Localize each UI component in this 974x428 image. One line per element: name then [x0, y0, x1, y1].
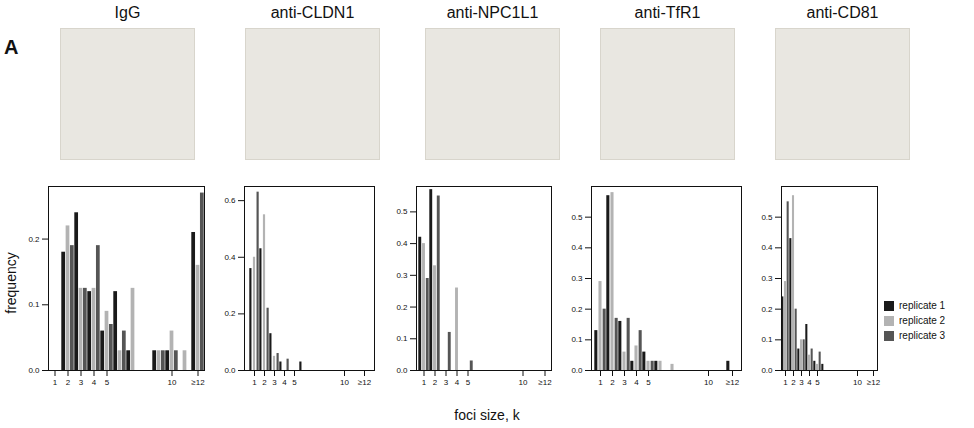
svg-text:0.2: 0.2 — [761, 305, 773, 314]
svg-text:5: 5 — [292, 378, 297, 387]
svg-text:4: 4 — [807, 378, 812, 387]
svg-text:0.0: 0.0 — [396, 366, 408, 375]
html-text:replicate 3: replicate 3 — [899, 330, 946, 341]
svg-text:0.3: 0.3 — [396, 271, 408, 280]
html-text:frequency: frequency — [3, 252, 19, 314]
svg-text:2: 2 — [66, 378, 71, 387]
svg-text:3: 3 — [79, 378, 84, 387]
svg-text:0.5: 0.5 — [571, 213, 583, 222]
svg-text:0.5: 0.5 — [396, 207, 408, 216]
svg-text:0.2: 0.2 — [224, 309, 236, 318]
svg-text:≥12: ≥12 — [867, 378, 881, 387]
svg-text:2: 2 — [433, 378, 438, 387]
svg-text:3: 3 — [799, 378, 804, 387]
svg-text:1: 1 — [783, 378, 788, 387]
html-text:anti-CLDN1: anti-CLDN1 — [270, 4, 355, 21]
svg-text:0.6: 0.6 — [224, 196, 236, 205]
svg-text:5: 5 — [466, 378, 471, 387]
svg-text:0.5: 0.5 — [761, 213, 773, 222]
svg-text:0.0: 0.0 — [224, 366, 236, 375]
html-text:anti-CD81: anti-CD81 — [806, 4, 879, 21]
svg-text:0.0: 0.0 — [28, 366, 40, 375]
svg-text:0.4: 0.4 — [396, 239, 408, 248]
svg-text:5: 5 — [815, 378, 820, 387]
svg-text:1: 1 — [422, 378, 427, 387]
svg-text:10: 10 — [168, 378, 177, 387]
svg-text:≥12: ≥12 — [358, 378, 372, 387]
svg-text:4: 4 — [455, 378, 460, 387]
svg-text:0.1: 0.1 — [396, 334, 408, 343]
html-text:anti-TfR1: anti-TfR1 — [634, 4, 701, 21]
svg-text:≥12: ≥12 — [726, 378, 740, 387]
svg-text:≥12: ≥12 — [538, 378, 552, 387]
svg-text:4: 4 — [634, 378, 639, 387]
svg-text:0.3: 0.3 — [571, 274, 583, 283]
svg-text:4: 4 — [92, 378, 97, 387]
svg-text:0.3: 0.3 — [761, 274, 773, 283]
svg-text:4: 4 — [282, 378, 287, 387]
svg-text:5: 5 — [646, 378, 651, 387]
svg-text:0.1: 0.1 — [28, 300, 40, 309]
svg-text:5: 5 — [105, 378, 110, 387]
svg-text:0.1: 0.1 — [761, 335, 773, 344]
svg-text:0.4: 0.4 — [224, 253, 236, 262]
svg-text:2: 2 — [262, 378, 267, 387]
svg-text:1: 1 — [252, 378, 257, 387]
svg-text:0.2: 0.2 — [28, 235, 40, 244]
svg-text:10: 10 — [853, 378, 862, 387]
svg-text:10: 10 — [704, 378, 713, 387]
svg-text:0.0: 0.0 — [761, 366, 773, 375]
svg-text:10: 10 — [340, 378, 349, 387]
svg-text:10: 10 — [519, 378, 528, 387]
svg-text:0.4: 0.4 — [571, 243, 583, 252]
html-text:anti-NPC1L1: anti-NPC1L1 — [446, 4, 539, 21]
html-text:IgG: IgG — [114, 4, 141, 21]
svg-text:0.2: 0.2 — [396, 303, 408, 312]
svg-text:1: 1 — [53, 378, 58, 387]
svg-text:2: 2 — [791, 378, 796, 387]
svg-text:≥12: ≥12 — [191, 378, 205, 387]
svg-text:2: 2 — [610, 378, 615, 387]
svg-text:0.2: 0.2 — [571, 305, 583, 314]
svg-text:0.4: 0.4 — [761, 243, 773, 252]
html-text:replicate 1: replicate 1 — [899, 300, 946, 311]
svg-text:3: 3 — [622, 378, 627, 387]
svg-text:0.0: 0.0 — [571, 366, 583, 375]
html-text:replicate 2: replicate 2 — [899, 315, 946, 326]
svg-text:3: 3 — [272, 378, 277, 387]
svg-text:1: 1 — [598, 378, 603, 387]
html-text:foci size, k: foci size, k — [454, 407, 520, 423]
svg-text:3: 3 — [444, 378, 449, 387]
html-text:A: A — [4, 36, 19, 58]
svg-text:0.1: 0.1 — [571, 335, 583, 344]
